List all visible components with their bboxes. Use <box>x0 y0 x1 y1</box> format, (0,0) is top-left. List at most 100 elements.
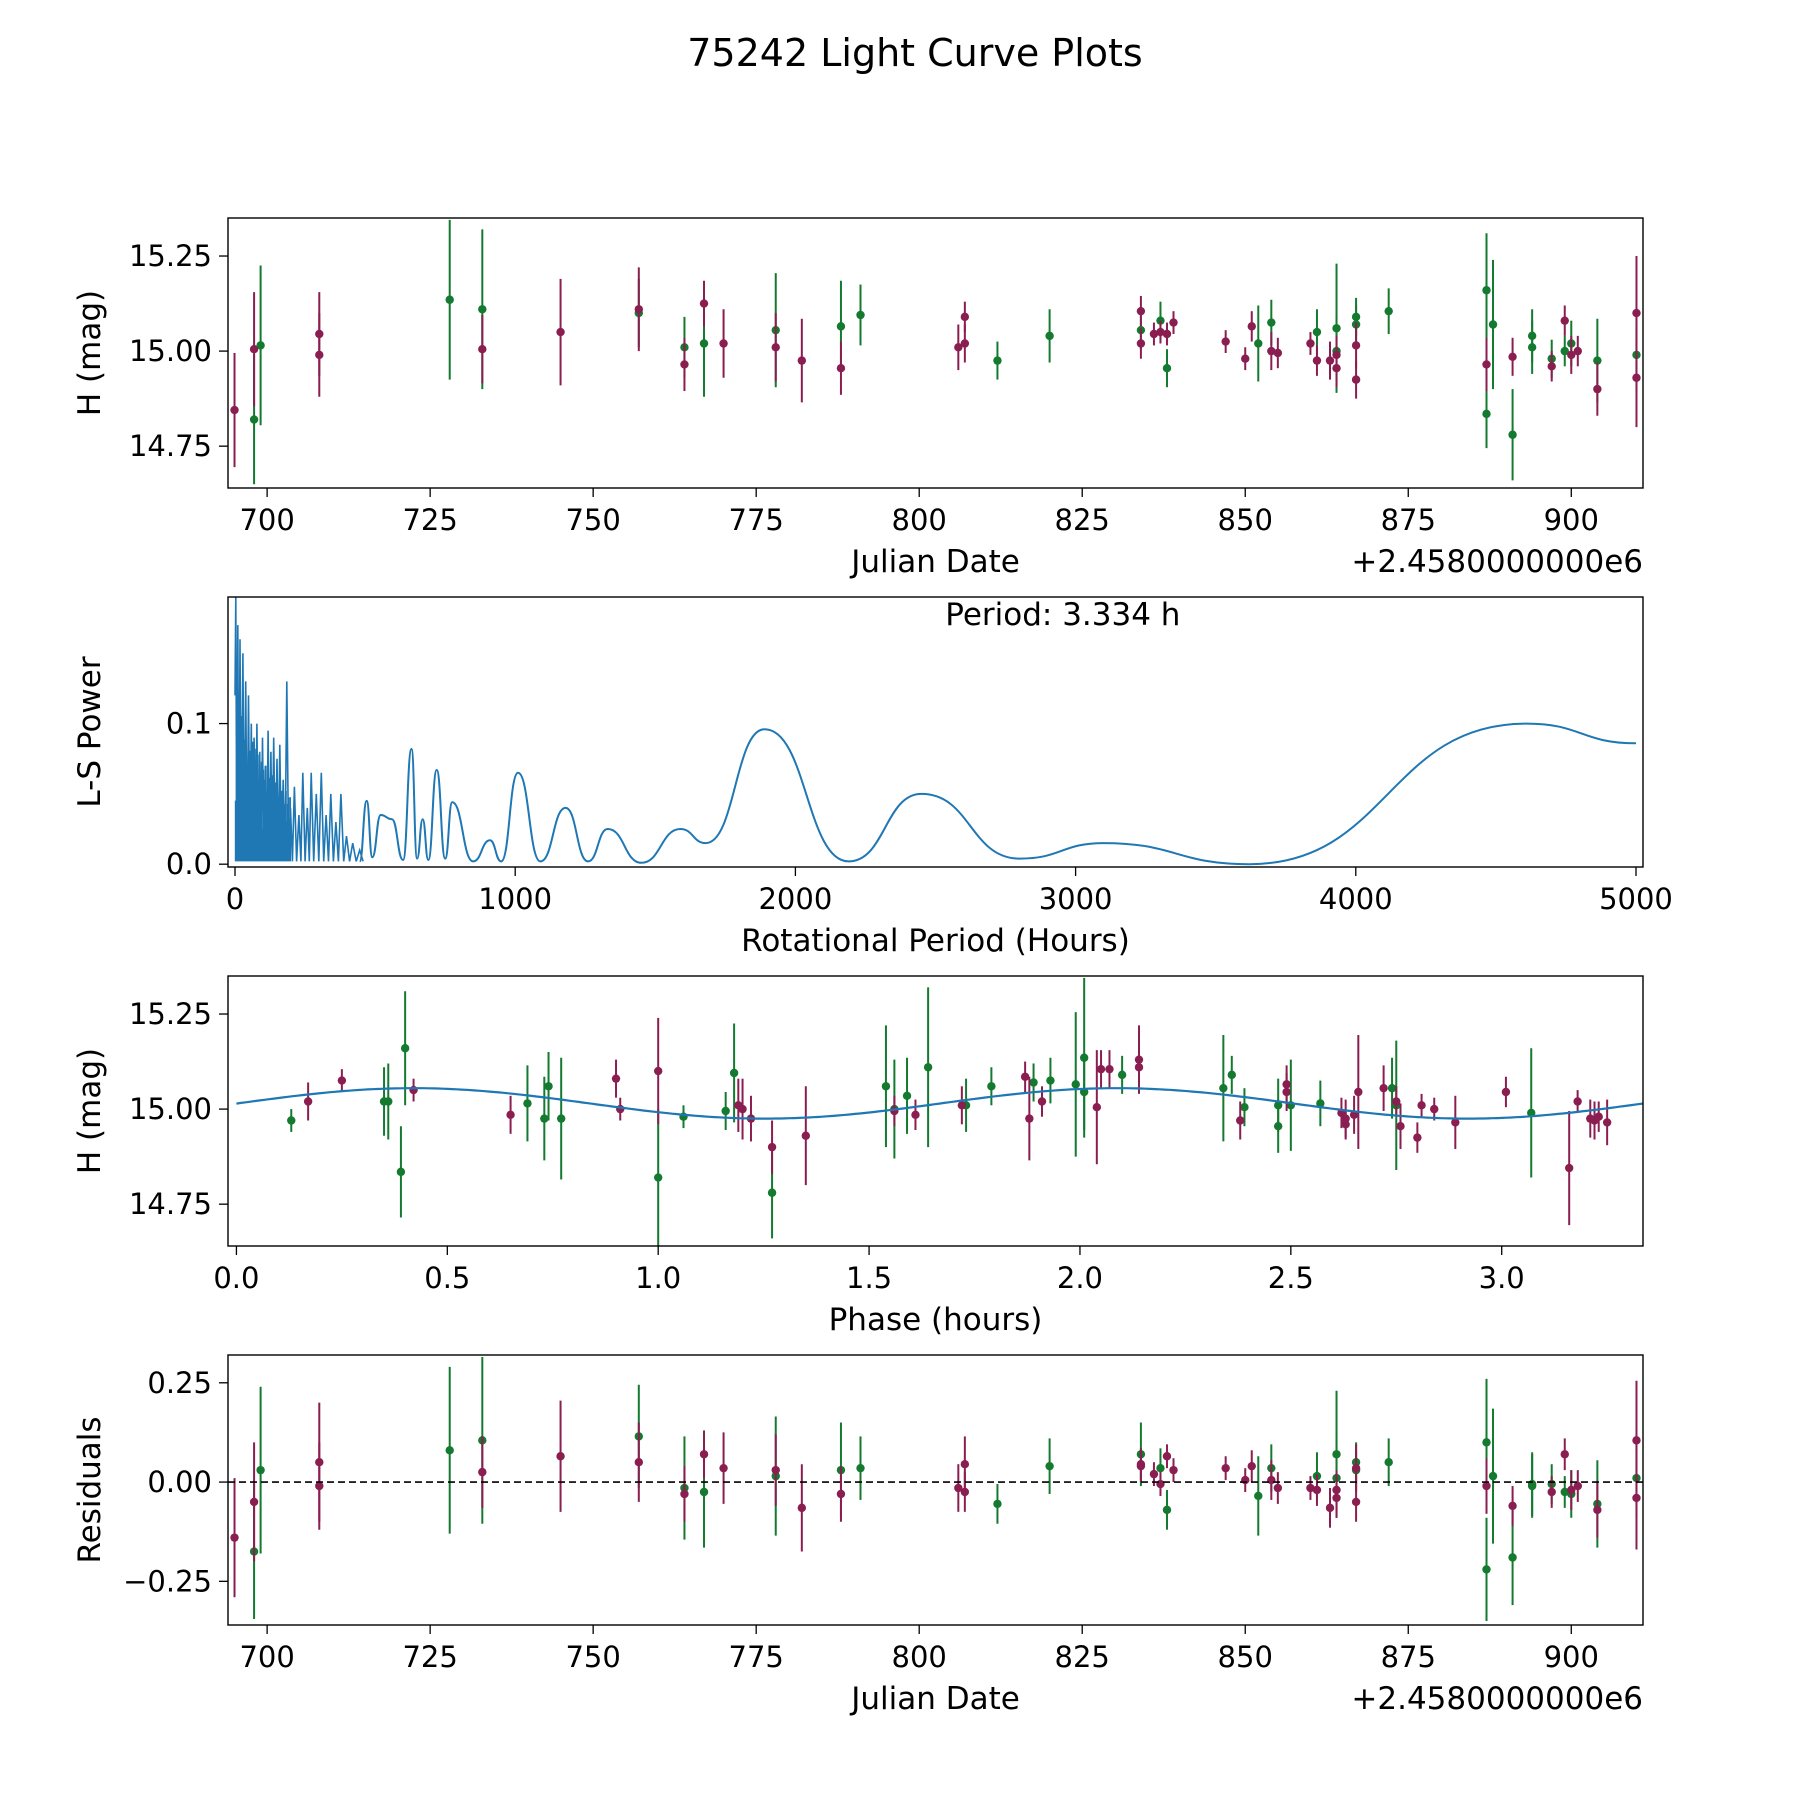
data-point <box>1501 1087 1511 1097</box>
data-point <box>230 1533 239 1542</box>
data-point <box>1316 1099 1325 1108</box>
period-annotation: Period: 3.334 h <box>945 597 1180 633</box>
data-point <box>1564 1163 1574 1173</box>
data-point <box>1156 316 1165 325</box>
data-point <box>771 343 780 352</box>
x-tick-label: 900 <box>1544 1640 1599 1674</box>
series-green <box>249 1356 1641 1622</box>
data-point <box>1351 375 1361 384</box>
data-point <box>1573 1097 1582 1106</box>
x-tick-label: 725 <box>402 1640 457 1674</box>
data-point <box>797 356 807 365</box>
data-point <box>960 1459 970 1469</box>
x-tick-label: 825 <box>1055 503 1110 537</box>
data-point <box>1396 1122 1405 1131</box>
data-point <box>556 327 565 337</box>
data-point <box>1096 1064 1106 1074</box>
data-point <box>396 1167 406 1177</box>
data-point <box>1325 1503 1335 1513</box>
series-green <box>249 219 1641 485</box>
data-point <box>993 356 1002 365</box>
data-point <box>1560 1487 1569 1497</box>
data-point <box>1267 318 1276 327</box>
data-point <box>445 1446 454 1455</box>
x-tick-label: 1.0 <box>635 1261 681 1295</box>
x-axis-label: Phase (hours) <box>829 1302 1043 1338</box>
x-tick-label: 775 <box>729 1640 784 1674</box>
data-point <box>1567 1485 1576 1495</box>
data-point <box>1482 1565 1491 1574</box>
data-point <box>767 1188 777 1197</box>
data-point <box>1573 1481 1582 1491</box>
data-point <box>1092 1102 1102 1112</box>
data-point <box>699 339 709 348</box>
data-point <box>1254 1491 1263 1501</box>
data-point <box>1430 1104 1439 1114</box>
x-offset-label: +2.4580000000e6 <box>1351 1681 1643 1717</box>
data-point <box>1247 1461 1256 1471</box>
data-point <box>960 339 970 348</box>
data-point <box>1351 1463 1361 1473</box>
data-point <box>400 1044 410 1053</box>
x-tick-label: 700 <box>239 1640 294 1674</box>
data-point <box>1117 1070 1127 1080</box>
y-tick-label: 14.75 <box>129 1187 212 1221</box>
x-tick-label: 3.0 <box>1479 1261 1525 1295</box>
data-point <box>556 1452 565 1461</box>
x-tick-label: 850 <box>1218 503 1273 537</box>
data-point <box>634 305 644 314</box>
data-point <box>1451 1118 1460 1127</box>
data-point <box>738 1104 747 1114</box>
x-tick-label: 725 <box>402 503 457 537</box>
x-tick-label: 700 <box>239 503 294 537</box>
x-tick-label: 875 <box>1381 1640 1436 1674</box>
x-tick-label: 800 <box>892 503 947 537</box>
plot-area <box>234 597 1637 866</box>
x-tick-label: 800 <box>892 1640 947 1674</box>
data-point <box>337 1076 347 1085</box>
x-tick-label: 2.5 <box>1268 1261 1314 1295</box>
data-point <box>1169 1465 1178 1475</box>
residuals-panel: 700 725 750 775 800 825 850 875 900 −0.25 0.00 0.25… <box>72 1354 1644 1717</box>
data-point <box>954 1483 963 1493</box>
data-point <box>1219 1083 1228 1093</box>
series-purple <box>303 1017 1612 1226</box>
data-point <box>1341 1114 1350 1123</box>
data-point <box>1482 1438 1491 1447</box>
data-point <box>1156 327 1165 337</box>
data-point <box>1169 318 1178 327</box>
data-point <box>315 350 324 360</box>
data-point <box>699 1487 709 1497</box>
plot-frame <box>227 596 1644 868</box>
data-point <box>960 1487 970 1497</box>
data-point <box>1136 306 1146 316</box>
x-tick-label: 2.0 <box>1057 1261 1103 1295</box>
data-point <box>1482 1481 1491 1491</box>
data-point <box>1482 360 1491 369</box>
data-point <box>1594 1112 1603 1121</box>
y-tick-label: 0.0 <box>166 847 212 881</box>
data-point <box>1593 356 1602 365</box>
plot-frame <box>227 975 1644 1247</box>
data-point <box>721 1106 730 1116</box>
data-point <box>1332 350 1341 360</box>
data-point <box>699 299 709 308</box>
data-point <box>478 344 487 354</box>
data-point <box>1149 329 1159 339</box>
data-point <box>960 312 970 322</box>
data-point <box>1508 352 1517 362</box>
data-point <box>1593 384 1602 394</box>
data-point <box>993 1499 1002 1509</box>
data-point <box>1267 346 1276 356</box>
data-point <box>729 1068 739 1078</box>
y-tick-label: 0.00 <box>147 1465 212 1499</box>
x-tick-label: 825 <box>1055 1640 1110 1674</box>
data-point <box>1162 364 1172 373</box>
data-point <box>653 1066 663 1076</box>
phase-folded-panel: 0.0 0.5 1.0 1.5 2.0 2.5 3.0 14.75 15.00 15.25 Phas… <box>72 975 1644 1338</box>
y-tick-label: −0.25 <box>123 1564 212 1598</box>
x-offset-label: +2.4580000000e6 <box>1351 544 1643 580</box>
data-point <box>801 1131 811 1140</box>
x-tick-label: 5000 <box>1599 882 1673 916</box>
x-tick-label: 750 <box>565 1640 620 1674</box>
